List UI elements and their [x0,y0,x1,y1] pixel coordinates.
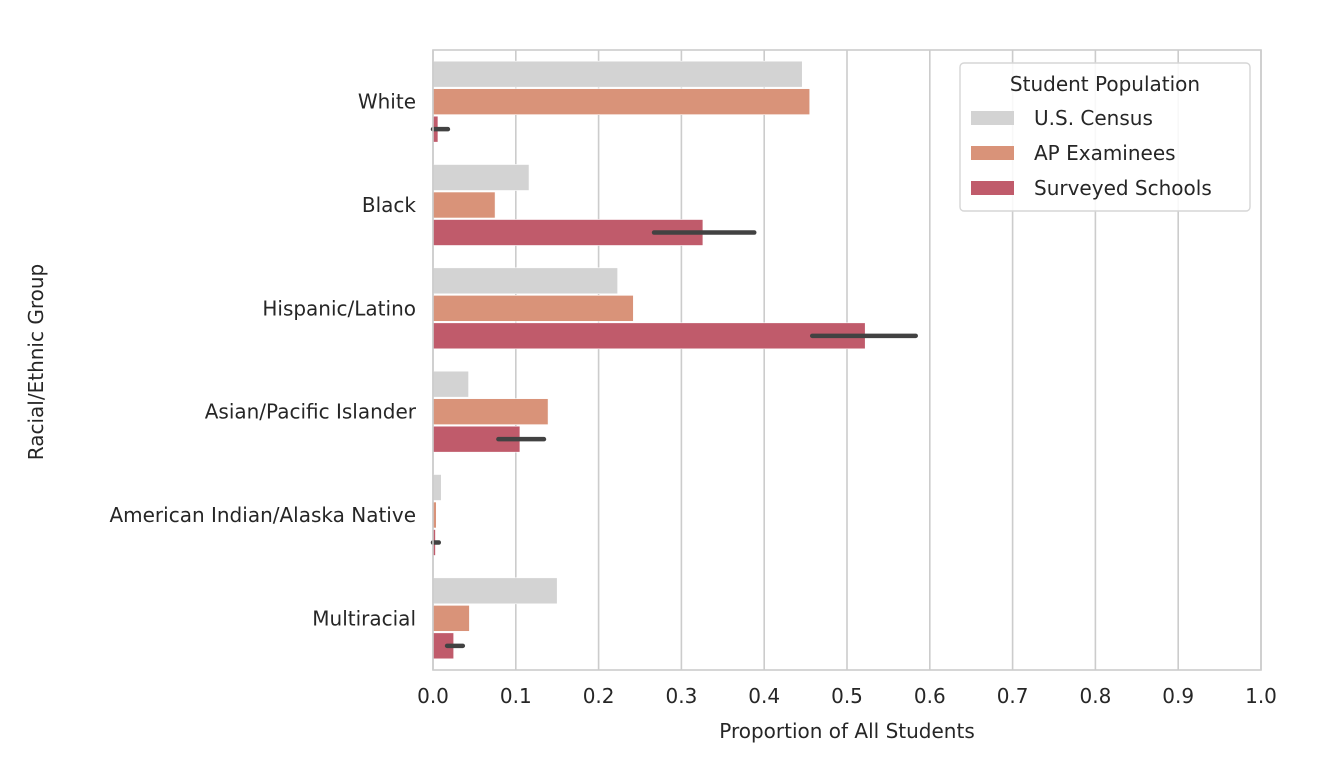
bar-u-s-census [432,60,803,88]
y-axis-label: Racial/Ethnic Group [24,264,48,460]
bar-ap-examinees [432,605,470,632]
bar-u-s-census [432,267,618,295]
error-bars [430,126,918,649]
bar-u-s-census [432,370,469,398]
y-tick-label: Hispanic/Latino [262,296,416,320]
x-tick-label: 0.7 [997,684,1029,708]
y-tick-label: Black [362,193,417,217]
x-axis-label: Proportion of All Students [719,719,975,743]
bar-u-s-census [432,474,442,501]
x-tick-label: 0.0 [417,684,449,708]
x-tick-label: 0.2 [583,684,615,708]
x-tick-labels: 0.0 0.1 0.2 0.3 0.4 0.5 0.6 0.7 0.8 0.9 1.0 [417,684,1277,708]
bar-u-s-census [432,164,530,191]
bar-ap-examinees [432,398,549,425]
x-tick-label: 0.3 [665,684,697,708]
x-tick-label: 0.5 [831,684,863,708]
bars [432,60,866,660]
legend: Student Population U.S. Census AP Examine… [959,62,1251,212]
bar-u-s-census [432,577,558,605]
bar-surveyed-schools [432,322,866,350]
legend-title: Student Population [1010,72,1200,96]
legend-swatch [971,146,1014,160]
legend-swatch [971,111,1014,125]
y-tick-labels: White Black Hispanic/Latino Asian/Pacific I… [109,90,416,631]
x-tick-label: 0.8 [1079,684,1111,708]
legend-label: AP Examinees [1034,141,1176,165]
x-tick-label: 0.9 [1162,684,1194,708]
x-tick-label: 1.0 [1245,684,1277,708]
y-tick-label: Asian/Pacific Islander [205,400,417,424]
legend-label: Surveyed Schools [1034,176,1212,200]
x-tick-label: 0.6 [914,684,946,708]
plot-frame [432,49,1262,671]
y-tick-label: American Indian/Alaska Native [109,503,416,527]
bar-ap-examinees [432,191,496,219]
x-tick-label: 0.1 [500,684,532,708]
legend-label: U.S. Census [1034,106,1153,130]
bar-ap-examinees [432,88,811,115]
x-tick-label: 0.4 [748,684,780,708]
y-tick-label: Multiracial [312,606,416,630]
legend-frame [959,62,1251,212]
y-tick-label: White [358,90,416,114]
legend-swatch [971,181,1014,195]
bar-ap-examinees [432,295,634,322]
